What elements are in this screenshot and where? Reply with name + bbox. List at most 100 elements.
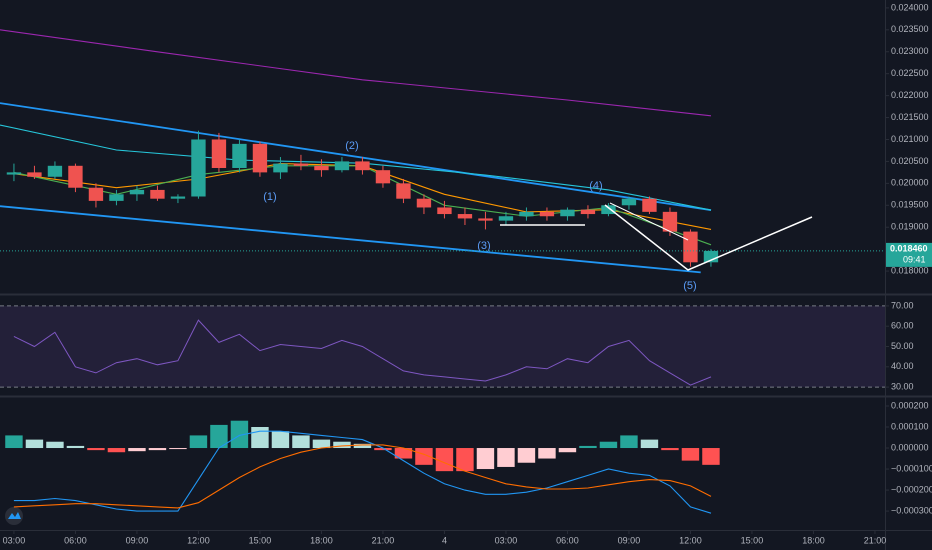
x-tick-label: 03:00 <box>3 535 26 545</box>
y-tick-label: 0.000100 <box>891 421 929 431</box>
histogram-bar <box>210 424 228 449</box>
y-tick-label: 70.00 <box>891 300 914 310</box>
wave-label: (3) <box>477 240 490 252</box>
histogram-bar <box>538 448 556 459</box>
y-tick-label: 0.019500 <box>891 200 929 210</box>
histogram-bar <box>353 443 372 449</box>
macd-line <box>13 430 712 514</box>
y-tick-label: 0.021500 <box>891 112 929 122</box>
histogram-bar <box>169 448 187 450</box>
histogram-bar <box>292 435 310 449</box>
histogram-bar <box>599 441 618 449</box>
wave-label: (1) <box>263 191 276 203</box>
histogram-bar <box>312 439 331 449</box>
x-tick-label: 18:00 <box>310 535 333 545</box>
y-tick-label: −0.000300 <box>891 505 932 515</box>
candle-body <box>703 250 719 263</box>
histogram-bar <box>517 448 536 463</box>
candle-body <box>662 211 678 232</box>
candle-body <box>683 231 698 263</box>
candle-body <box>273 163 288 173</box>
histogram-bar <box>230 420 249 449</box>
x-tick-label: 18:00 <box>802 535 825 545</box>
histogram-bar <box>497 448 515 467</box>
y-tick-label: 40.00 <box>891 361 914 371</box>
candle-body <box>416 198 432 208</box>
overlay-line <box>0 29 712 117</box>
histogram-bar <box>558 448 577 453</box>
candle-body <box>293 163 309 166</box>
y-tick-label: 0.024000 <box>891 2 929 12</box>
x-tick-label: 4 <box>442 535 447 545</box>
x-tick-label: 09:00 <box>618 535 641 545</box>
candle-body <box>642 198 657 212</box>
x-tick-label: 21:00 <box>372 535 395 545</box>
logo[interactable] <box>5 507 23 525</box>
wave-label: (5) <box>683 280 696 292</box>
histogram-bar <box>148 448 167 451</box>
candle-body <box>150 189 165 199</box>
candle-body <box>375 170 391 184</box>
y-tick-label: 0.020500 <box>891 156 929 166</box>
candle-body <box>498 216 514 221</box>
candle-body <box>211 139 227 168</box>
y-tick-label: 0.022500 <box>891 68 929 78</box>
overlay-line <box>0 102 712 211</box>
candle-body <box>88 187 104 201</box>
candle-body <box>68 165 83 188</box>
x-tick-label: 15:00 <box>741 535 764 545</box>
candle-body <box>478 218 493 221</box>
histogram-bar <box>25 439 44 449</box>
countdown: 09:41 <box>903 254 926 264</box>
histogram-bar <box>271 431 290 449</box>
x-tick-label: 21:00 <box>864 535 887 545</box>
x-tick-label: 06:00 <box>64 535 87 545</box>
candle-body <box>437 207 452 215</box>
y-tick-label: 60.00 <box>891 321 914 331</box>
y-tick-label: 0.019000 <box>891 222 929 232</box>
candle-body <box>519 211 534 217</box>
candle-body <box>27 172 42 177</box>
candle-body <box>580 209 596 215</box>
histogram-bar <box>251 427 269 449</box>
histogram-bar <box>374 448 392 451</box>
histogram-bar <box>681 448 700 461</box>
x-tick-label: 15:00 <box>249 535 272 545</box>
y-tick-label: 0.000200 <box>891 400 929 410</box>
overlay-line <box>0 205 701 274</box>
candle-body <box>191 139 206 197</box>
candle-body <box>232 143 247 168</box>
candle-body <box>314 165 329 171</box>
logo-mark[interactable] <box>8 512 21 519</box>
x-tick-label: 12:00 <box>187 535 210 545</box>
histogram-bar <box>640 439 659 449</box>
candle-body <box>170 196 186 199</box>
histogram-bar <box>5 435 23 449</box>
candle-body <box>252 143 268 173</box>
y-tick-label: 50.00 <box>891 341 914 351</box>
y-tick-label: 0.018000 <box>891 265 929 275</box>
histogram-bar <box>66 445 85 449</box>
candle-body <box>539 211 555 217</box>
histogram-bar <box>456 448 474 472</box>
signal-line <box>13 444 712 509</box>
candle-body <box>560 209 575 217</box>
y-tick-label: 0.000000 <box>891 442 929 452</box>
histogram-bar <box>46 441 64 449</box>
x-tick-label: 12:00 <box>679 535 702 545</box>
y-tick-label: −0.000100 <box>891 463 932 473</box>
histogram-bar <box>415 448 433 465</box>
histogram-bar <box>620 435 638 449</box>
x-tick-label: 06:00 <box>556 535 579 545</box>
x-tick-label: 09:00 <box>126 535 149 545</box>
trend-drawing <box>604 204 813 271</box>
price-label-box <box>886 242 932 267</box>
histogram-bar <box>579 445 597 449</box>
price-label: 0.018460 <box>890 243 928 253</box>
y-tick-label: 0.022000 <box>891 90 929 100</box>
x-tick-label: 03:00 <box>495 535 518 545</box>
drawings <box>500 202 813 271</box>
histogram-bar <box>128 448 146 452</box>
